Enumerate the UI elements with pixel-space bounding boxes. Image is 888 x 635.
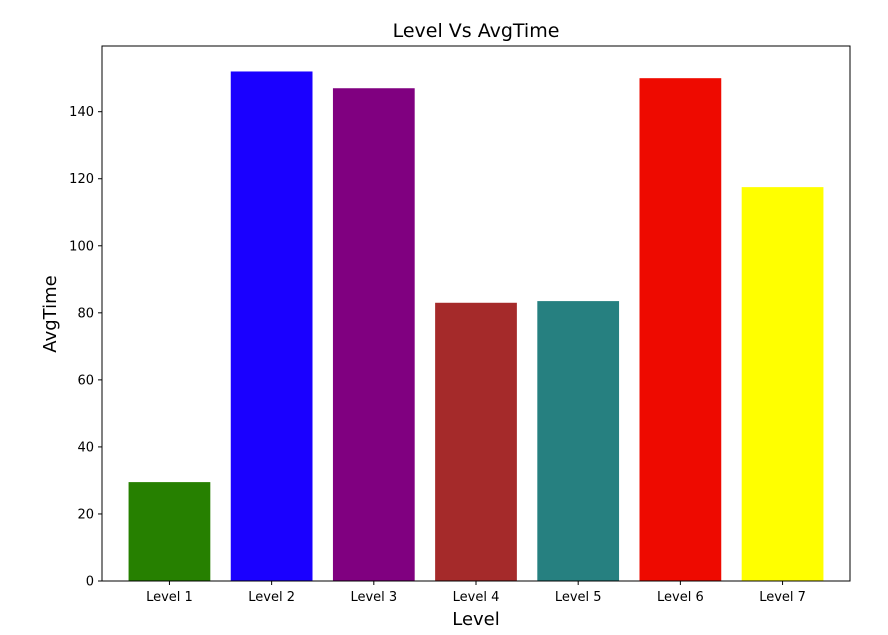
bar-level-7 bbox=[741, 187, 824, 581]
y-tick-label: 140 bbox=[69, 105, 94, 120]
bar-level-5 bbox=[537, 301, 620, 581]
bar-level-4 bbox=[435, 302, 517, 581]
y-tick-label: 80 bbox=[77, 306, 94, 321]
y-tick-label: 100 bbox=[69, 239, 94, 254]
y-tick-label: 60 bbox=[77, 373, 94, 388]
y-tick-label: 40 bbox=[77, 440, 94, 455]
chart-title: Level Vs AvgTime bbox=[393, 20, 560, 42]
x-tick-label: Level 7 bbox=[759, 590, 806, 605]
x-tick-label: Level 5 bbox=[555, 590, 602, 605]
y-tick-label: 120 bbox=[69, 172, 94, 187]
plot-frame bbox=[101, 45, 851, 582]
y-tick-label: 0 bbox=[86, 575, 94, 590]
bar-level-1 bbox=[128, 482, 211, 581]
y-tick-label: 20 bbox=[77, 507, 94, 522]
bar-level-6 bbox=[639, 78, 722, 581]
x-tick-label: Level 1 bbox=[146, 590, 193, 605]
x-tick-label: Level 2 bbox=[248, 590, 295, 605]
y-axis: 0 20 40 60 80 100 120 140 bbox=[69, 105, 102, 590]
x-axis-label: Level bbox=[452, 609, 500, 630]
bar-level-3 bbox=[332, 88, 415, 581]
x-tick-label: Level 4 bbox=[453, 590, 500, 605]
x-tick-label: Level 6 bbox=[657, 590, 704, 605]
bar-level-2 bbox=[230, 71, 313, 581]
x-axis: Level 1 Level 2 Level 3 Level 4 Level 5 Level… bbox=[146, 581, 806, 605]
plot-area bbox=[128, 71, 824, 581]
y-axis-label: AvgTime bbox=[40, 275, 61, 352]
x-tick-label: Level 3 bbox=[350, 590, 397, 605]
